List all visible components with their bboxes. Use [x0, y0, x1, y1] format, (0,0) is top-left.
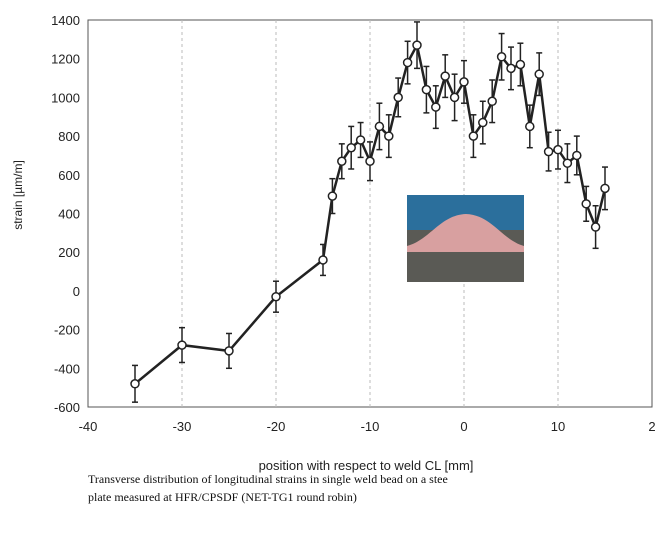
data-point: [402, 57, 413, 68]
data-point: [327, 191, 338, 201]
data-point: [421, 84, 432, 95]
data-point: [374, 121, 385, 132]
data-point: [384, 131, 394, 141]
data-point: [496, 52, 507, 62]
data-point: [177, 340, 187, 350]
data-point: [600, 183, 610, 194]
data-point: [355, 135, 366, 145]
data-point: [130, 379, 140, 389]
data-point: [553, 144, 563, 155]
x-tick-label: -40: [79, 419, 98, 434]
x-tick-label: -10: [361, 419, 380, 434]
data-point: [459, 77, 469, 87]
data-point: [581, 199, 591, 209]
data-point: [393, 92, 403, 103]
data-point: [431, 102, 441, 112]
data-point: [224, 346, 234, 356]
data-point: [412, 40, 422, 50]
data-point: [572, 150, 582, 161]
x-axis-ticks: -40 -30 -20 -10 0 10 2: [79, 419, 656, 434]
y-axis-ticks: -600 -400 -200 0 200 400 600 800 1000 1200 1400: [51, 13, 80, 415]
y-tick-label: -200: [54, 323, 80, 338]
x-tick-label: 2: [648, 419, 655, 434]
y-tick-label: 600: [58, 168, 80, 183]
x-tick-label: 10: [551, 419, 565, 434]
y-axis-label: strain [µm/m]: [11, 160, 25, 230]
x-tick-label: -20: [267, 419, 286, 434]
data-point: [318, 255, 328, 265]
data-point: [506, 63, 516, 74]
data-point: [449, 92, 460, 103]
data-point: [468, 131, 479, 141]
data-point: [487, 96, 497, 107]
data-point: [478, 117, 488, 128]
figure-caption: Transverse distribution of longitudinal …: [88, 472, 448, 504]
data-point: [562, 158, 573, 168]
data-point: [440, 71, 450, 81]
data-point: [271, 291, 281, 302]
weld-bead-photo-inset: [407, 195, 524, 282]
y-tick-label: 400: [58, 207, 80, 222]
y-tick-label: 1200: [51, 52, 80, 67]
y-tick-label: 1000: [51, 90, 80, 105]
data-series: [130, 21, 610, 403]
data-point: [543, 146, 554, 157]
y-tick-label: 200: [58, 245, 80, 260]
data-point: [346, 142, 356, 153]
data-point: [515, 59, 526, 70]
x-axis-label: position with respect to weld CL [mm]: [259, 458, 474, 473]
inset-weld-bead: [407, 214, 524, 252]
data-point: [365, 156, 375, 167]
y-tick-label: 800: [58, 129, 80, 144]
x-tick-label: -30: [173, 419, 192, 434]
y-tick-label: -600: [54, 400, 80, 415]
y-tick-label: -400: [54, 361, 80, 376]
data-point: [525, 121, 535, 132]
data-point: [590, 222, 601, 232]
data-point: [534, 69, 544, 79]
y-tick-label: 1400: [51, 13, 80, 28]
x-tick-label: 0: [460, 419, 467, 434]
data-point: [337, 156, 347, 167]
y-tick-label: 0: [73, 284, 80, 299]
